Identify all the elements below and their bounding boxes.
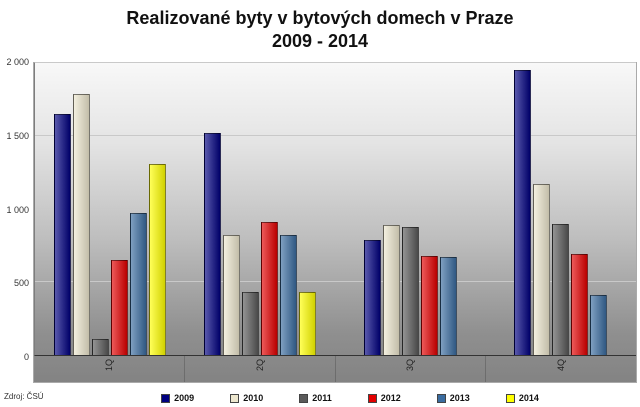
y-axis: 0 500 1 000 1 500 2 000	[0, 57, 33, 383]
gridline-1000	[35, 208, 636, 209]
bar-2011-2Q	[242, 292, 260, 355]
legend-item-2011: 2011	[299, 393, 332, 403]
bar-2009-1Q	[54, 114, 72, 355]
legend-label-2011: 2011	[312, 393, 332, 403]
chart-footer: Zdroj: ČSÚ 2009 2010 2011 2012 2013 2014	[0, 385, 640, 405]
source-note: Zdroj: ČSÚ	[4, 392, 44, 401]
legend-swatch-2009	[161, 393, 171, 403]
bar-group-4Q	[486, 63, 636, 355]
bar-2009-4Q	[514, 70, 532, 355]
legend-swatch-2014	[505, 393, 515, 403]
x-cell-3Q: 3Q	[334, 356, 486, 382]
chart-title-line1: Realizované byty v bytových domech v Pra…	[126, 8, 514, 28]
legend-swatch-2011	[299, 393, 309, 403]
legend-item-2013: 2013	[436, 393, 470, 403]
gridline-2000	[35, 62, 636, 63]
x-axis-labels: 1Q 2Q 3Q 4Q	[34, 356, 636, 382]
legend-swatch-2012	[367, 393, 377, 403]
bar-2010-1Q	[73, 93, 91, 355]
legend-label-2009: 2009	[174, 393, 195, 403]
legend-label-2010: 2010	[243, 393, 264, 403]
bar-2013-3Q	[440, 257, 458, 355]
bar-group-1Q	[35, 63, 185, 355]
gridline-500	[35, 281, 636, 282]
y-tick-label: 1 000	[6, 204, 29, 215]
legend-item-2012: 2012	[367, 393, 401, 403]
bar-group-3Q	[336, 63, 486, 355]
bar-2012-3Q	[421, 255, 439, 355]
bar-2009-2Q	[204, 133, 222, 355]
y-tick-label: 0	[23, 352, 29, 362]
bar-2009-3Q	[364, 239, 382, 355]
legend-item-2009: 2009	[161, 393, 194, 403]
y-tick-label: 500	[13, 278, 29, 289]
x-cell-1Q: 1Q	[34, 356, 184, 382]
chart-area: 0 500 1 000 1 500 2 000 1Q 2Q 3Q 4Q	[0, 57, 637, 383]
bar-2012-1Q	[111, 260, 129, 355]
bar-2010-4Q	[533, 184, 551, 355]
chart-body: 1Q 2Q 3Q 4Q	[33, 62, 637, 383]
legend-swatch-2013	[436, 393, 446, 403]
bar-2011-4Q	[552, 223, 570, 355]
bar-group-2Q	[185, 63, 335, 355]
bar-2011-3Q	[402, 226, 420, 355]
x-axis-label-1Q: 1Q	[103, 359, 114, 372]
bar-2010-3Q	[383, 225, 401, 355]
y-tick-label: 2 000	[6, 57, 29, 67]
bar-2013-4Q	[590, 295, 608, 355]
bar-2012-2Q	[261, 222, 279, 355]
x-axis-label-2Q: 2Q	[254, 359, 265, 372]
bar-groups	[35, 63, 636, 355]
bar-2011-1Q	[92, 338, 110, 355]
legend-label-2012: 2012	[380, 393, 401, 403]
chart-title-line2: 2009 - 2014	[271, 31, 369, 52]
bar-2014-2Q	[299, 292, 317, 355]
plot-area	[34, 62, 636, 356]
gridline-1500	[35, 135, 636, 136]
bar-2012-4Q	[571, 254, 589, 355]
bar-2014-1Q	[149, 163, 167, 355]
x-cell-4Q: 4Q	[485, 356, 636, 382]
legend-label-2014: 2014	[518, 393, 539, 403]
chart-title: Realizované byty v bytových domech v Pra…	[0, 0, 640, 54]
y-axis-labels: 0 500 1 000 1 500 2 000	[0, 57, 33, 362]
legend: 2009 2010 2011 2012 2013 2014	[70, 393, 630, 403]
legend-item-2010: 2010	[230, 393, 263, 403]
legend-item-2014: 2014	[505, 393, 539, 403]
bar-2013-2Q	[280, 235, 298, 355]
x-cell-2Q: 2Q	[183, 356, 335, 382]
bar-2013-1Q	[130, 213, 148, 355]
y-tick-label: 1 500	[6, 130, 29, 141]
x-axis-label-3Q: 3Q	[405, 359, 416, 372]
x-axis-label-4Q: 4Q	[556, 359, 567, 372]
legend-swatch-2010	[230, 393, 240, 403]
bar-2010-2Q	[223, 235, 241, 355]
legend-label-2013: 2013	[449, 393, 470, 403]
